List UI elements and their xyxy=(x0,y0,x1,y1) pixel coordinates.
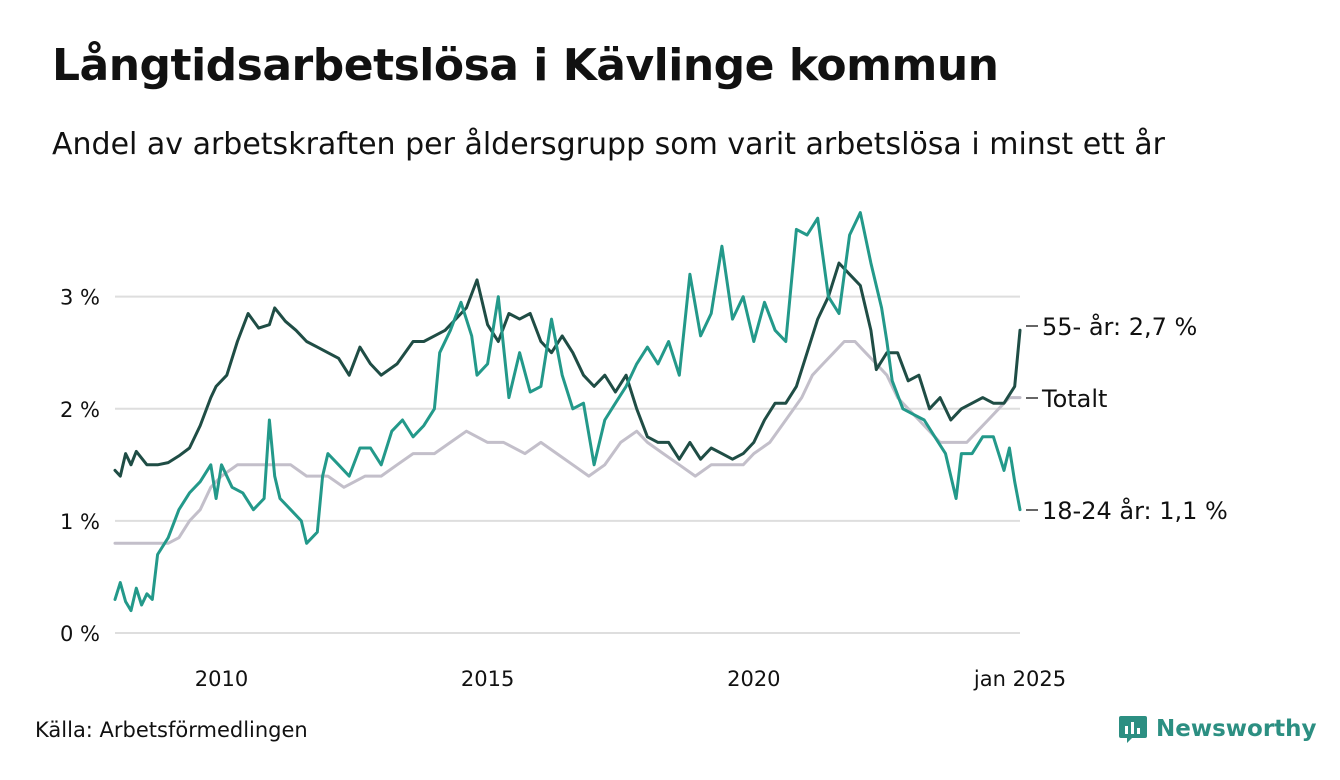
source-note: Källa: Arbetsförmedlingen xyxy=(35,718,308,742)
y-tick-label: 0 % xyxy=(60,622,100,646)
brand-name: Newsworthy xyxy=(1156,716,1317,742)
end-label-age55: 55- år: 2,7 % xyxy=(1042,312,1197,341)
x-tick-label: 2020 xyxy=(727,667,780,691)
end-label-age18_24: 18-24 år: 1,1 % xyxy=(1042,496,1228,525)
y-tick-label: 3 % xyxy=(60,286,100,310)
series-lines xyxy=(113,211,1022,613)
page-title: Långtidsarbetslösa i Kävlinge kommun xyxy=(52,40,999,91)
x-tick-label: 2015 xyxy=(461,667,514,691)
series-end-labels: Totalt 55- år: 2,7 % 18-24 år: 1,1 % xyxy=(1026,312,1228,525)
end-label-total: Totalt xyxy=(1041,385,1107,413)
series-line-total xyxy=(113,340,1022,545)
grid-lines xyxy=(115,295,1020,634)
y-axis-ticks: 0 % 1 % 2 % 3 % xyxy=(60,286,100,646)
brand-logo: Newsworthy xyxy=(1118,714,1317,744)
series-line-age55 xyxy=(113,261,1022,478)
page-subtitle: Andel av arbetskraften per åldersgrupp s… xyxy=(52,127,1165,162)
series-line-age18_24 xyxy=(113,211,1022,613)
line-chart: 0 % 1 % 2 % 3 % 2010 2015 2020 jan 2025 Totalt… xyxy=(60,211,1228,691)
y-tick-label: 2 % xyxy=(60,398,100,422)
y-tick-label: 1 % xyxy=(60,510,100,534)
x-tick-label: 2010 xyxy=(195,667,248,691)
x-tick-label: jan 2025 xyxy=(973,667,1066,691)
bar-chart-icon xyxy=(1119,716,1147,743)
x-axis-ticks: 2010 2015 2020 jan 2025 xyxy=(195,667,1066,691)
